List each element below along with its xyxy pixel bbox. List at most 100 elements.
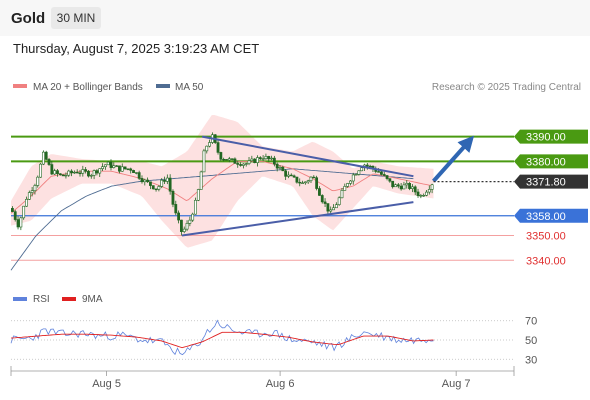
level-tag-3358.00: 3358.00 xyxy=(514,208,588,223)
candle-body xyxy=(227,158,231,161)
candle xyxy=(70,169,73,177)
candle-body xyxy=(343,186,347,191)
candle xyxy=(402,181,406,190)
candle xyxy=(264,153,268,160)
candle xyxy=(103,164,107,170)
candle-body xyxy=(261,158,265,160)
x-tick-label: Aug 7 xyxy=(442,378,471,390)
candle xyxy=(25,196,28,207)
candle-body xyxy=(427,189,431,193)
candle xyxy=(205,145,209,154)
candle xyxy=(385,175,389,181)
candle xyxy=(22,205,26,220)
candle xyxy=(253,158,257,164)
candle-body xyxy=(165,177,169,182)
candle-body xyxy=(337,197,341,205)
candle xyxy=(287,171,290,179)
candle-body xyxy=(275,163,279,169)
candle-body xyxy=(272,157,276,165)
candle-body xyxy=(19,217,23,228)
candle-body xyxy=(292,175,296,178)
candle-body xyxy=(419,195,423,197)
rsi-ma-line xyxy=(10,331,434,349)
candle-body xyxy=(36,176,40,186)
rsi-panel: 70 50 30 xyxy=(10,316,537,366)
candle-body xyxy=(391,180,395,188)
candle-body xyxy=(115,165,119,167)
level-tag-3350.00: 3350.00 xyxy=(526,231,566,243)
candle xyxy=(137,170,141,181)
candle xyxy=(399,182,403,191)
rsi-legend-label: RSI xyxy=(33,294,50,305)
candle xyxy=(422,193,426,197)
candle xyxy=(75,169,79,174)
candle xyxy=(126,168,130,171)
ma50-legend-label: MA 50 xyxy=(175,82,204,93)
candle xyxy=(95,169,99,176)
candle xyxy=(258,156,262,161)
candle xyxy=(301,180,304,184)
level-tag-3380.00-text: 3380.00 xyxy=(526,156,566,168)
candle-body xyxy=(289,174,293,177)
candle xyxy=(202,148,206,173)
candle xyxy=(115,165,119,167)
candle xyxy=(261,155,265,162)
candle xyxy=(118,165,121,174)
candle xyxy=(419,193,423,199)
timeframe-button[interactable]: 30 MIN xyxy=(51,7,101,29)
candle xyxy=(340,187,344,199)
candle xyxy=(157,184,161,192)
candle xyxy=(244,162,248,167)
candle-body xyxy=(84,169,88,172)
candle-body xyxy=(385,175,389,179)
candle xyxy=(16,216,20,230)
candle-body xyxy=(163,179,166,182)
candle xyxy=(84,166,88,174)
ma50-legend-swatch xyxy=(156,84,170,88)
candle-body xyxy=(126,168,130,170)
candle xyxy=(216,139,220,155)
candle-body xyxy=(58,173,62,176)
candle xyxy=(194,197,197,215)
x-axis: Aug 5 Aug 6 Aug 7 xyxy=(10,366,515,390)
candle-body xyxy=(349,180,352,184)
candle xyxy=(236,160,240,168)
ma50-line xyxy=(10,168,414,271)
candle-body xyxy=(92,170,96,176)
candle xyxy=(174,200,178,216)
candle-body xyxy=(56,170,59,174)
candle xyxy=(270,155,273,161)
candle-body xyxy=(208,142,211,147)
candle xyxy=(278,165,282,171)
candle-body xyxy=(368,165,372,168)
candle-body xyxy=(120,166,124,172)
trendline-lower xyxy=(181,201,414,237)
candle xyxy=(140,175,144,184)
candle-body xyxy=(168,177,172,192)
candle-body xyxy=(388,178,392,182)
candle xyxy=(134,172,138,175)
candle-body xyxy=(129,168,133,171)
candle xyxy=(320,194,324,204)
candle xyxy=(239,162,242,167)
candle xyxy=(323,198,327,207)
candle xyxy=(329,206,333,215)
candle-body xyxy=(241,163,245,166)
candle-body xyxy=(413,186,417,193)
candle-body xyxy=(30,190,34,193)
last-price-tag-text: 3371.80 xyxy=(526,177,566,189)
candle xyxy=(112,162,116,169)
candle-body xyxy=(410,186,414,189)
candle-body xyxy=(253,158,257,164)
candle-body xyxy=(422,194,426,197)
candle xyxy=(33,183,37,195)
candle xyxy=(30,187,34,197)
candle-body xyxy=(106,161,110,166)
candle-body xyxy=(298,181,302,184)
candle-body xyxy=(320,195,324,203)
candle-body xyxy=(22,205,26,219)
ma20-legend-label: MA 20 + Bollinger Bands xyxy=(33,82,143,93)
candle-body xyxy=(278,166,282,169)
rsi-line xyxy=(10,319,434,356)
rsi-legend-swatch xyxy=(13,297,27,301)
